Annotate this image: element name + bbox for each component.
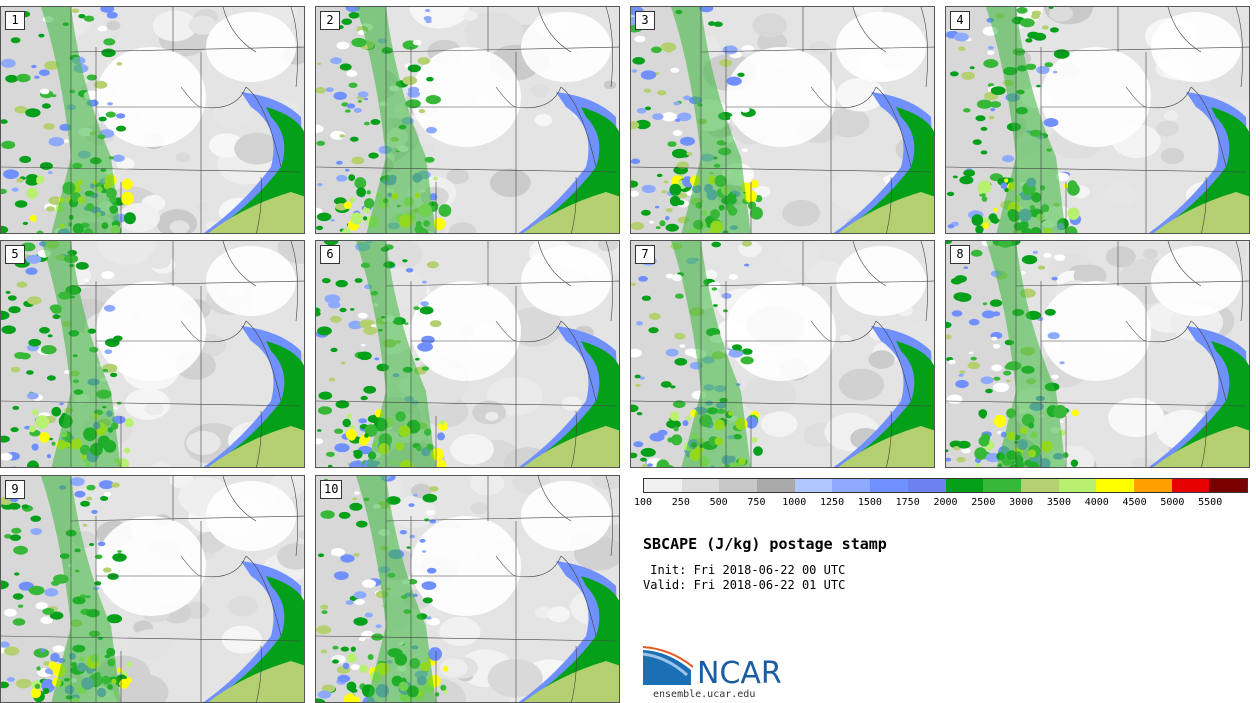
map-panel: 2	[315, 6, 620, 234]
colorbar-swatch	[681, 479, 720, 492]
site-url: ensemble.ucar.edu	[653, 689, 756, 700]
panel-number-label: 10	[320, 480, 343, 499]
colorbar-swatch	[983, 479, 1021, 492]
colorbar-tick-label: 4000	[1084, 497, 1109, 508]
colorbar-swatch	[794, 479, 833, 492]
colorbar-swatch	[870, 479, 908, 492]
colorbar-swatch	[1171, 479, 1210, 492]
colorbar-swatch	[1020, 479, 1059, 492]
panel-number-label: 7	[635, 245, 655, 264]
colorbar-tick-label: 1750	[895, 497, 920, 508]
time-info: Init: Fri 2018-06-22 00 UTC Valid: Fri 2…	[643, 563, 845, 593]
colorbar-swatch	[719, 479, 758, 492]
valid-time: Valid: Fri 2018-06-22 01 UTC	[643, 578, 846, 592]
colorbar-tick-label: 1500	[857, 497, 882, 508]
colorbar-tick-label: 3000	[1009, 497, 1034, 508]
map-panel: 5	[0, 240, 305, 468]
panel-number-label: 1	[5, 11, 25, 30]
colorbar-tick-label: 500	[709, 497, 728, 508]
colorbar-tick-label: 1250	[820, 497, 845, 508]
colorbar-tick-label: 4500	[1122, 497, 1147, 508]
colorbar-swatch	[1058, 479, 1097, 492]
colorbar-swatch	[832, 479, 871, 492]
map-panel: 6	[315, 240, 620, 468]
colorbar-tick-label: 1000	[782, 497, 807, 508]
panel-number-label: 4	[950, 11, 970, 30]
chart-title: SBCAPE (J/kg) postage stamp	[643, 535, 887, 553]
map-panel: 9	[0, 475, 305, 703]
colorbar-swatch	[1209, 479, 1247, 492]
logo-brand: NCAR	[697, 656, 782, 691]
map-panel: 8	[945, 240, 1250, 468]
colorbar	[643, 478, 1248, 493]
colorbar-tick-label: 2500	[971, 497, 996, 508]
colorbar-swatch	[1096, 479, 1134, 492]
colorbar-swatch	[907, 479, 946, 492]
map-panel: 4	[945, 6, 1250, 234]
colorbar-tick-label: 2000	[933, 497, 958, 508]
colorbar-tick-label: 250	[671, 497, 690, 508]
map-panel: 7	[630, 240, 935, 468]
ncar-logo-icon	[643, 646, 694, 685]
panel-number-label: 6	[320, 245, 340, 264]
colorbar-tick-label: 3500	[1046, 497, 1071, 508]
colorbar-tick-label: 5500	[1198, 497, 1223, 508]
init-time: Init: Fri 2018-06-22 00 UTC	[643, 563, 846, 577]
colorbar-tick-label: 750	[747, 497, 766, 508]
colorbar-tick-label: 100	[633, 497, 653, 508]
colorbar-tick-labels: 100 250 500 750 1000 1250 1500 1750 2000 2500 3000…	[634, 497, 1248, 511]
map-panel: 10	[315, 475, 620, 703]
panel-number-label: 8	[950, 245, 970, 264]
colorbar-swatch	[757, 479, 795, 492]
colorbar-swatch	[1133, 479, 1172, 492]
panel-number-label: 5	[5, 245, 25, 264]
colorbar-swatch	[945, 479, 984, 492]
colorbar-tick-label: 5000	[1160, 497, 1185, 508]
panel-number-label: 2	[320, 11, 340, 30]
map-panel: 1	[0, 6, 305, 234]
colorbar-swatch	[644, 479, 682, 492]
panel-number-label: 9	[5, 480, 25, 499]
panel-number-label: 3	[635, 11, 655, 30]
map-panel: 3	[630, 6, 935, 234]
